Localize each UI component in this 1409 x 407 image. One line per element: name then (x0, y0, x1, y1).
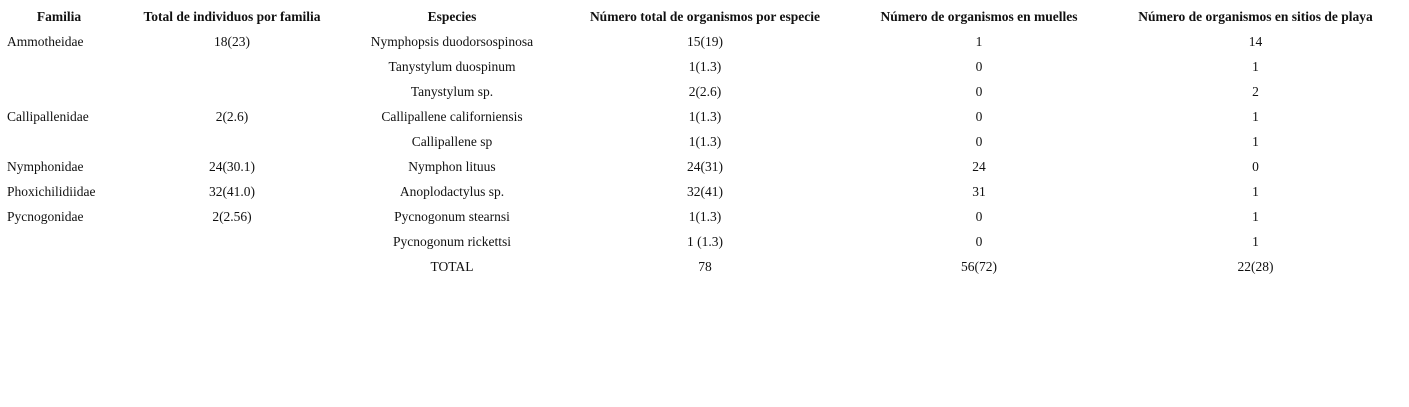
table-cell: 1 (1252, 58, 1259, 74)
table-cell: Nymphopsis duodorsospinosa (370, 33, 534, 49)
table-cell: 32(41) (687, 183, 723, 199)
table-cell: TOTAL (430, 258, 474, 274)
table-cell: 0 (975, 108, 983, 124)
table-row: Tanystylum sp. 2(2.6) 0 2 (0, 79, 1405, 104)
table-cell: Pycnogonidae (7, 208, 84, 224)
table-cell (118, 79, 346, 104)
table-cell: 0 (1252, 158, 1259, 174)
table-cell (0, 229, 118, 254)
table-cell: 1 (1252, 183, 1259, 199)
table-cell: 0 (975, 83, 983, 99)
table-cell: 24(30.1) (208, 158, 256, 174)
table-cell (118, 254, 346, 279)
table-row: TOTAL 78 56(72) 22(28) (0, 254, 1405, 279)
table-cell: Anoplodactylus sp. (399, 183, 505, 199)
table-cell: Phoxichilidiidae (7, 183, 96, 199)
table-cell: Callipallenidae (7, 108, 89, 124)
table-cell: Pycnogonum rickettsi (392, 233, 512, 249)
table-cell: 24 (972, 158, 986, 174)
column-header: Número total de organismos por especie (589, 9, 821, 24)
table-cell: 1 (1252, 133, 1259, 149)
column-header: Especies (427, 9, 477, 24)
column-header: Total de individuos por familia (143, 9, 321, 24)
table-cell: 22(28) (1237, 258, 1274, 274)
table-cell (0, 254, 118, 279)
table-row: Pycnogonum rickettsi 1 (1.3) 0 1 (0, 229, 1405, 254)
table-cell: 15(19) (687, 33, 723, 49)
table-cell: Nymphon lituus (408, 158, 496, 174)
table-cell: Tanystylum sp. (410, 83, 494, 99)
table-row: Pycnogonidae 2(2.56) Pycnogonum stearnsi 1(… (0, 204, 1405, 229)
table-cell: Ammotheidae (7, 33, 84, 49)
table-cell (118, 229, 346, 254)
data-table: Familia Total de individuos por familia Es… (0, 5, 1405, 279)
table-cell: 32(41.0) (208, 183, 256, 199)
table-cell: 2(2.6) (688, 83, 722, 99)
table-cell: 18(23) (214, 33, 250, 49)
table-row: Callipallenidae 2(2.6) Callipallene califo… (0, 104, 1405, 129)
table-cell: 1 (1252, 108, 1259, 124)
table-cell: 78 (698, 258, 712, 274)
table-cell: 0 (975, 233, 983, 249)
table-cell: Tanystylum duospinum (388, 58, 516, 74)
column-header: Familia (36, 9, 82, 24)
table-cell: Callipallene californiensis (381, 108, 523, 124)
table-cell: 1 (1252, 233, 1259, 249)
column-header: Número de organismos en muelles (880, 9, 1078, 24)
page: Familia Total de individuos por familia Es… (0, 5, 1409, 407)
table-cell: 0 (975, 133, 983, 149)
table-cell: 1(1.3) (688, 108, 722, 124)
table-row: Ammotheidae 18(23) Nymphopsis duodorsospin… (0, 29, 1405, 54)
table-cell: Nymphonidae (7, 158, 84, 174)
table-cell: Callipallene sp (411, 133, 493, 149)
table-cell: 1(1.3) (688, 58, 722, 74)
table-cell: 14 (1248, 33, 1263, 49)
table-cell: Pycnogonum stearnsi (394, 208, 510, 224)
table-cell: 1 (1252, 208, 1259, 224)
table-cell: 31 (972, 183, 986, 199)
table-cell: 56(72) (961, 258, 997, 274)
table-cell: 24(31) (687, 158, 723, 174)
table-cell: 0 (975, 208, 983, 224)
table-cell (118, 54, 346, 79)
table-cell: 2(2.56) (212, 208, 252, 224)
header-row: Familia Total de individuos por familia Es… (0, 5, 1405, 29)
table-cell (118, 129, 346, 154)
table-row: Tanystylum duospinum 1(1.3) 0 1 (0, 54, 1405, 79)
table-cell: 1(1.3) (688, 133, 722, 149)
table-cell: 1 (975, 33, 983, 49)
column-header: Número de organismos en sitios de playa (1138, 9, 1373, 24)
table-body: Ammotheidae 18(23) Nymphopsis duodorsospin… (0, 29, 1405, 279)
table-cell: 0 (975, 58, 983, 74)
table-row: Callipallene sp 1(1.3) 0 1 (0, 129, 1405, 154)
table-row: Phoxichilidiidae 32(41.0) Anoplodactylus s… (0, 179, 1405, 204)
table-cell (0, 79, 118, 104)
table-cell: 2(2.6) (215, 108, 249, 124)
table-header: Familia Total de individuos por familia Es… (0, 5, 1405, 29)
table-cell (0, 54, 118, 79)
table-cell (0, 129, 118, 154)
table-cell: 1 (1.3) (687, 233, 723, 249)
table-row: Nymphonidae 24(30.1) Nymphon lituus 24(31) 2… (0, 154, 1405, 179)
table-cell: 2 (1252, 83, 1259, 99)
table-cell: 1(1.3) (688, 208, 722, 224)
